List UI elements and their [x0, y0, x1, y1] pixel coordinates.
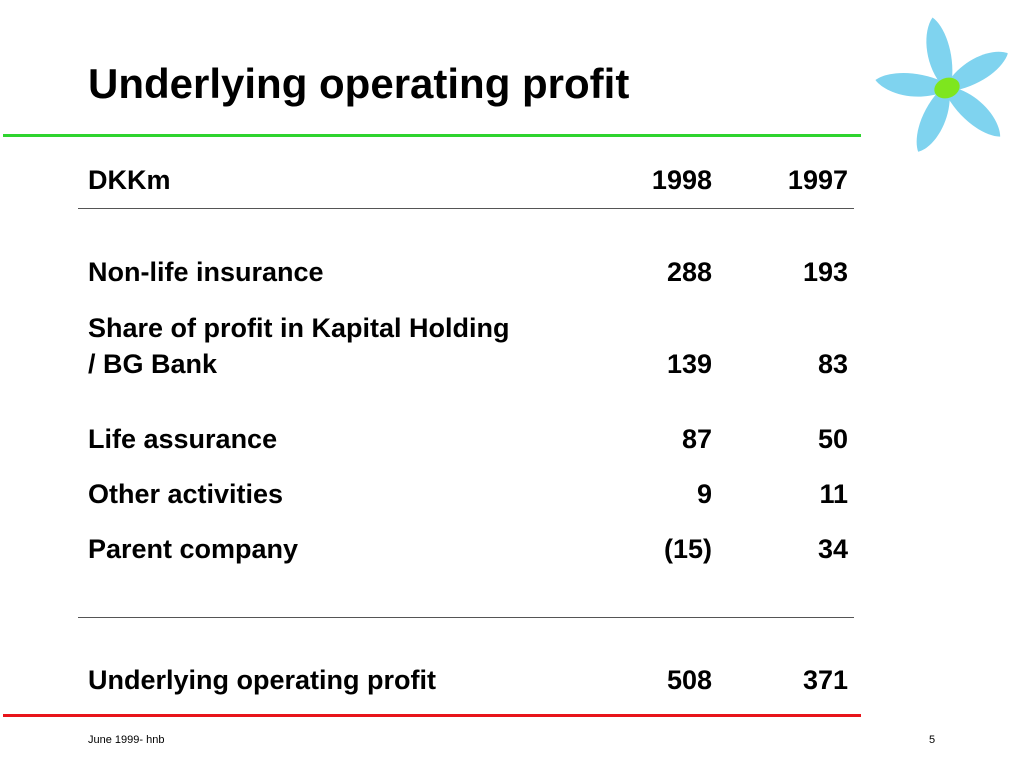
page-number: 5	[929, 734, 936, 746]
value-1998: (15)	[663, 534, 712, 564]
unit-label: DKKm	[88, 165, 171, 195]
value-1997: 11	[819, 479, 848, 509]
value-1998: 87	[681, 424, 712, 454]
value-1997: 34	[817, 534, 848, 564]
footer-date: June 1999- hnb	[88, 734, 165, 746]
value-1997: 83	[817, 349, 848, 379]
total-label: Underlying operating profit	[88, 665, 436, 695]
row-label: Life assurance	[88, 424, 278, 454]
value-1998: 9	[696, 479, 712, 509]
total-value-1998: 508	[666, 665, 712, 695]
row-label: Non-life insurance	[88, 257, 324, 287]
column-header-1998: 1998	[651, 165, 712, 195]
row-label-line-1: Share of profit in Kapital Holding	[88, 313, 510, 343]
row-label: Other activities	[88, 479, 284, 509]
value-1998: 139	[666, 349, 712, 379]
value-1997: 193	[802, 257, 848, 287]
page-title: Underlying operating profit	[88, 60, 630, 107]
top-divider	[3, 134, 861, 137]
bottom-divider	[3, 714, 861, 717]
total-divider	[78, 617, 854, 618]
flower-logo-icon	[875, 6, 1020, 166]
row-label: Parent company	[88, 534, 299, 564]
row-label-line-2: / BG Bank	[88, 349, 218, 379]
header-divider	[78, 208, 854, 209]
column-header-1997: 1997	[787, 165, 848, 195]
value-1997: 50	[817, 424, 848, 454]
total-value-1997: 371	[802, 665, 848, 695]
value-1998: 288	[666, 257, 712, 287]
